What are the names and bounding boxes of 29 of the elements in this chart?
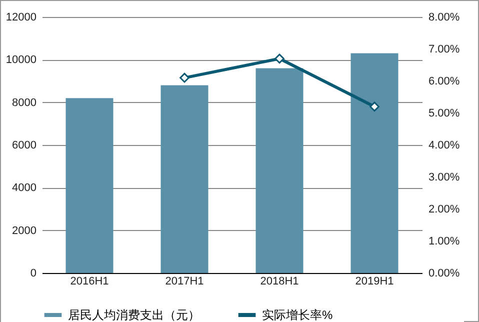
y2-tick-label: 2.00% [428,204,460,216]
bar [160,85,208,273]
x-tick-label: 2017H1 [165,276,204,288]
y-tick-label: 12000 [6,12,36,24]
y-tick-label: 8000 [12,96,36,109]
y-tick-label: 4000 [12,182,36,194]
point [180,72,190,83]
y2-tick-label: 1.00% [428,236,460,248]
y2-tick-label: 8.00% [428,12,460,24]
bar [350,53,398,273]
x-tick-label: 2016H1 [70,276,109,288]
bar [66,98,114,273]
y-tick-label: 10000 [6,54,36,66]
y-tick-label: 0 [30,268,36,280]
y2-tick-label: 7.00% [428,44,460,56]
legend-label: 居民人均消费支出（元） [68,308,200,322]
x-tick-label: 2018H1 [260,276,299,288]
y2-tick-label: 6.00% [428,76,460,88]
y2-tick-label: 4.00% [428,140,460,152]
y2-tick-label: 3.00% [428,172,460,184]
y-tick-label: 6000 [12,140,36,152]
point [370,102,380,112]
y-tick-label: 2000 [12,224,36,237]
legend-label: 实际增长率% [262,308,333,322]
point [274,54,284,64]
bar [256,68,304,273]
y2-tick-label: 5.00% [428,108,460,120]
y2-tick-label: 0.00% [428,268,460,280]
x-tick-label: 2019H1 [355,276,394,288]
